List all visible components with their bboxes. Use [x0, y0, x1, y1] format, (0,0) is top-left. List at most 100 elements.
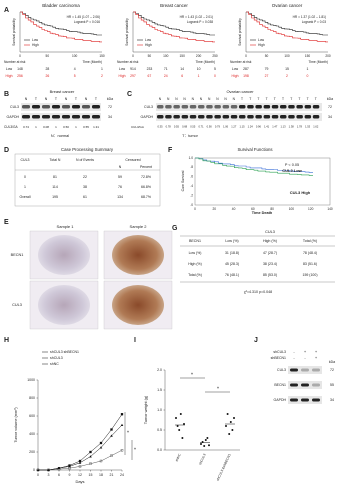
band: [239, 105, 246, 109]
band: [189, 115, 197, 119]
band: [312, 368, 320, 372]
dot: [175, 417, 177, 419]
band: [206, 105, 213, 109]
size-label: 34: [328, 115, 332, 119]
ratio-value: 0.79: [215, 125, 221, 129]
band: [312, 115, 320, 119]
table-cell: 134: [117, 195, 123, 199]
table-header: Total N: [50, 158, 61, 162]
significance: *: [217, 386, 219, 392]
risk-value: 5: [214, 67, 216, 71]
y-tick-label: 0: [33, 468, 35, 472]
axis-label: Tumor volume (mm³): [14, 407, 18, 443]
sign: -: [293, 349, 295, 354]
x-tick-label: 60: [251, 207, 255, 211]
lane-label: N: [192, 97, 195, 101]
table-cell: High (%): [188, 262, 202, 266]
panel-label: J: [254, 337, 258, 344]
risk-value: 914: [130, 67, 136, 71]
x-tick-label: 100: [284, 54, 290, 58]
lane-label: N: [167, 97, 170, 101]
protein-label: CUL3: [277, 368, 286, 372]
p-text: Logrank P = 0.03: [302, 20, 327, 24]
ratio-value: 1.24: [248, 125, 254, 129]
band: [290, 383, 298, 387]
protein-label: CUL3: [144, 105, 153, 109]
growth-line: [38, 424, 123, 471]
y-tick-label: 400: [29, 432, 35, 436]
band: [72, 115, 80, 119]
note: T：tumor: [182, 134, 199, 138]
lane-label: N: [208, 97, 211, 101]
ratio-value: 0.71: [198, 125, 204, 129]
x-tick-label: 150: [180, 54, 186, 58]
table-cell: 66.8%: [141, 185, 151, 189]
band: [52, 115, 60, 119]
lane-label: N: [216, 97, 219, 101]
kda-label: kDa: [107, 97, 113, 101]
size-label: 72: [328, 105, 332, 109]
ratio-value: 1: [55, 125, 57, 129]
risk-value: 256: [17, 74, 23, 78]
x-tick-label: 15: [89, 473, 93, 477]
panel-label: B: [4, 91, 9, 98]
size-label: 34: [108, 115, 112, 119]
x-tick-label: 0: [194, 207, 196, 211]
table-cell: 0: [24, 175, 26, 179]
dot: [204, 439, 207, 441]
hr-text: HR = 1.37 (1.02 – 1.81): [293, 15, 326, 19]
risk-value: High: [119, 74, 126, 78]
ratio-value: 0.96: [256, 125, 262, 129]
size-label: 55: [330, 383, 334, 387]
legend-label: High: [32, 43, 39, 47]
table-cell: 45 (28.3): [225, 262, 239, 266]
band: [157, 105, 164, 109]
blot-strip: [21, 103, 101, 111]
band: [247, 115, 254, 119]
sign: -: [304, 355, 306, 360]
risk-value: Low: [6, 67, 13, 71]
band: [22, 115, 30, 119]
table-header: N: [119, 165, 122, 169]
risk-label: Number at risk: [230, 60, 252, 64]
risk-value: 198: [243, 74, 249, 78]
risk-value: 6: [181, 74, 183, 78]
km-low: [246, 11, 328, 36]
risk-value: 10: [197, 67, 201, 71]
lane-label: N: [25, 97, 28, 101]
y-tick-label: 600: [29, 414, 35, 418]
table-cell: Low (%): [189, 251, 202, 255]
band: [290, 368, 298, 372]
risk-value: 67: [148, 74, 152, 78]
y-tick-label: 0.0: [157, 448, 162, 452]
dot: [176, 425, 179, 427]
legend-label: Low: [32, 38, 39, 42]
y-tick-label: 800: [29, 396, 35, 400]
km-high: [133, 11, 215, 43]
dot: [226, 413, 229, 415]
ratio-value: 1.47: [272, 125, 278, 129]
band: [165, 115, 172, 119]
ratio-value: 1.15: [239, 125, 245, 129]
table-header: N of Events: [76, 158, 94, 162]
dot: [179, 413, 182, 415]
band: [255, 115, 262, 119]
row-label: CUL3: [12, 303, 22, 307]
column-label: Sample 2: [130, 224, 148, 229]
stat-text: χ²=4.310 p=0.048: [244, 290, 272, 294]
x-tick-label: 20: [213, 207, 217, 211]
band: [82, 115, 90, 119]
band: [312, 398, 320, 402]
ratio-value: 1.41: [264, 125, 270, 129]
band: [62, 105, 70, 109]
protein-label: CUL3: [10, 105, 19, 109]
dot: [229, 421, 232, 423]
panel-label: C: [127, 91, 132, 98]
y-tick-label: 1.0: [157, 408, 162, 412]
axis-label: Time (Month): [309, 60, 328, 64]
ratio-value: 1: [35, 125, 37, 129]
dot: [183, 423, 185, 425]
band: [230, 115, 238, 119]
table-cell: 68.7%: [141, 195, 151, 199]
